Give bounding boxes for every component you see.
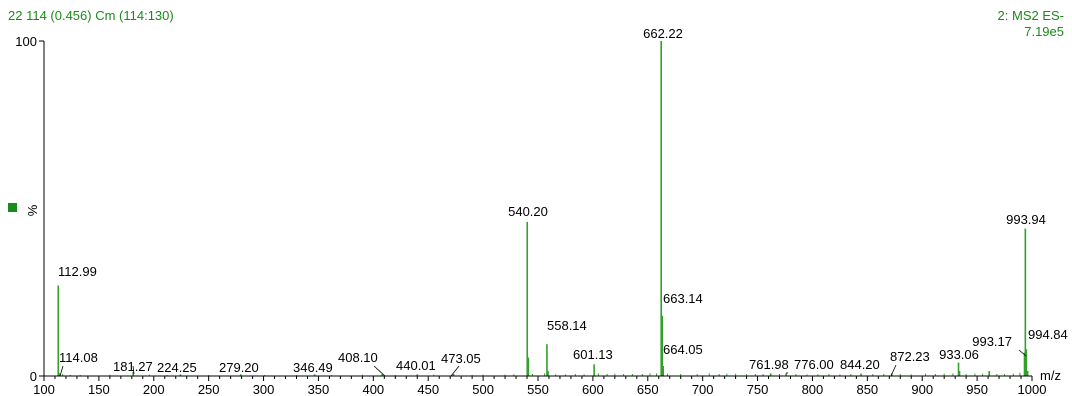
- peak-label: 664.05: [663, 342, 703, 357]
- peak-label: 279.20: [219, 360, 259, 375]
- peak-label: 558.14: [547, 318, 587, 333]
- peak-label: 761.98: [749, 357, 789, 372]
- peak-label: 346.49: [293, 360, 333, 375]
- x-axis-label: m/z: [1040, 368, 1061, 383]
- peak-label: 408.10: [338, 350, 378, 365]
- peak-label: 224.25: [157, 360, 197, 375]
- x-tick-label: 450: [417, 382, 439, 396]
- peak-label: 663.14: [663, 291, 703, 306]
- peak-label: 440.01: [396, 358, 436, 373]
- peak-label: 993.94: [1006, 212, 1046, 227]
- x-tick-label: 350: [308, 382, 330, 396]
- spectrum-title: 22 114 (0.456) Cm (114:130): [8, 8, 174, 23]
- peak-label: 844.20: [840, 357, 880, 372]
- x-tick-label: 950: [966, 382, 988, 396]
- peak-label: 933.06: [939, 347, 979, 362]
- peak-label: 776.00: [794, 357, 834, 372]
- x-tick-label: 150: [88, 382, 110, 396]
- x-tick-label: 400: [362, 382, 384, 396]
- peak-label-leader: [450, 365, 460, 377]
- peak-label-leader: [132, 365, 135, 375]
- x-tick-label: 700: [692, 382, 714, 396]
- x-tick-label: 100: [33, 382, 55, 396]
- peak-label-leader: [59, 365, 64, 377]
- peak-label-leader: [373, 365, 386, 377]
- x-tick-label: 500: [472, 382, 494, 396]
- y-tick-label: 100: [15, 34, 37, 49]
- y-tick-label: 0: [30, 369, 37, 384]
- axes-layer: 100 150 200 250 300 350 400 450 500 550 600 650 700 7…: [15, 34, 1061, 396]
- peak-label: 994.84: [1028, 327, 1068, 342]
- x-tick-label: 650: [637, 382, 659, 396]
- legend-marker: [8, 203, 17, 212]
- peak-label: 872.23: [890, 349, 930, 364]
- x-tick-label: 800: [802, 382, 824, 396]
- peak-label: 601.13: [573, 347, 613, 362]
- x-tick-label: 900: [911, 382, 933, 396]
- x-tick-label: 250: [198, 382, 220, 396]
- peak-label: 114.08: [59, 350, 98, 365]
- x-tick-label: 200: [143, 382, 165, 396]
- scan-function-label: 2: MS2 ES-: [997, 8, 1064, 23]
- x-tick-label: 300: [253, 382, 275, 396]
- y-axis-label: %: [25, 204, 40, 216]
- peak-label: 540.20: [508, 204, 548, 219]
- x-tick-label: 1000: [1018, 382, 1047, 396]
- peak-label: 473.05: [441, 351, 481, 366]
- x-tick-label: 550: [527, 382, 549, 396]
- peak-label-leader: [890, 364, 897, 377]
- peak-label: 662.22: [643, 26, 683, 41]
- peak-label: 112.99: [58, 264, 97, 279]
- x-tick-label: 600: [582, 382, 604, 396]
- peak-label-leader: [1018, 349, 1027, 357]
- x-tick-label: 750: [747, 382, 769, 396]
- x-tick-label: 850: [856, 382, 878, 396]
- max-intensity-label: 7.19e5: [1024, 24, 1064, 39]
- peak-label: 993.17: [972, 334, 1012, 349]
